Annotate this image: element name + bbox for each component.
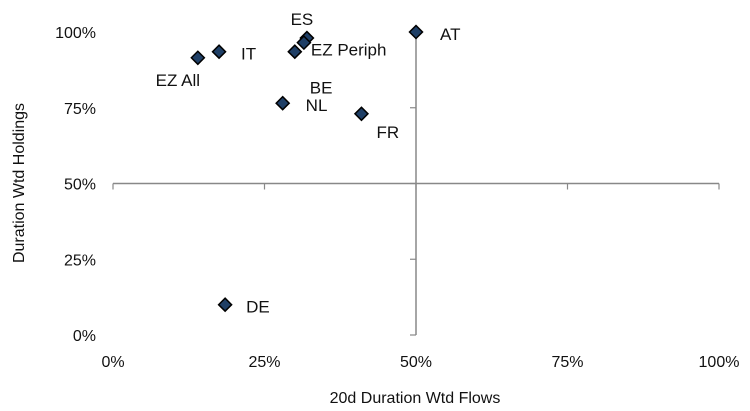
data-point: [275, 95, 291, 111]
data-point: [353, 106, 370, 122]
y-axis-title: Duration Wtd Holdings: [11, 103, 28, 263]
point-label: EZ Periph: [311, 41, 387, 60]
point-label: EZ All: [156, 71, 200, 90]
x-tick-label: 50%: [400, 354, 432, 371]
point-label: BE: [310, 79, 333, 98]
x-tick-label: 0%: [101, 354, 124, 371]
data-point: [408, 24, 424, 40]
point-label: AT: [440, 25, 460, 44]
y-tick-label: 25%: [64, 252, 96, 269]
x-tick-label: 100%: [699, 354, 740, 371]
data-point: [190, 50, 206, 66]
x-tick-label: 25%: [248, 354, 280, 371]
tick-labels: 0% 25% 50% 75% 100% 0% 25% 50% 75% 100%: [55, 25, 739, 371]
y-tick-label: 0%: [73, 328, 96, 345]
data-point: [211, 44, 227, 60]
point-label: IT: [241, 45, 256, 64]
point-labels: AT ES EZ Periph BE IT EZ All NL FR DE: [156, 10, 461, 317]
axes: [112, 31, 720, 336]
point-label: NL: [306, 96, 328, 115]
data-points: [190, 24, 424, 313]
point-label: FR: [376, 123, 399, 142]
point-label: ES: [291, 10, 314, 29]
data-point: [217, 297, 233, 313]
y-tick-label: 50%: [64, 177, 96, 194]
y-tick-label: 100%: [55, 25, 96, 42]
data-point: [296, 35, 312, 51]
x-axis-title: 20d Duration Wtd Flows: [330, 390, 501, 407]
y-tick-label: 75%: [64, 101, 96, 118]
point-label: DE: [246, 298, 270, 317]
x-tick-label: 75%: [551, 354, 583, 371]
data-point: [287, 44, 303, 60]
